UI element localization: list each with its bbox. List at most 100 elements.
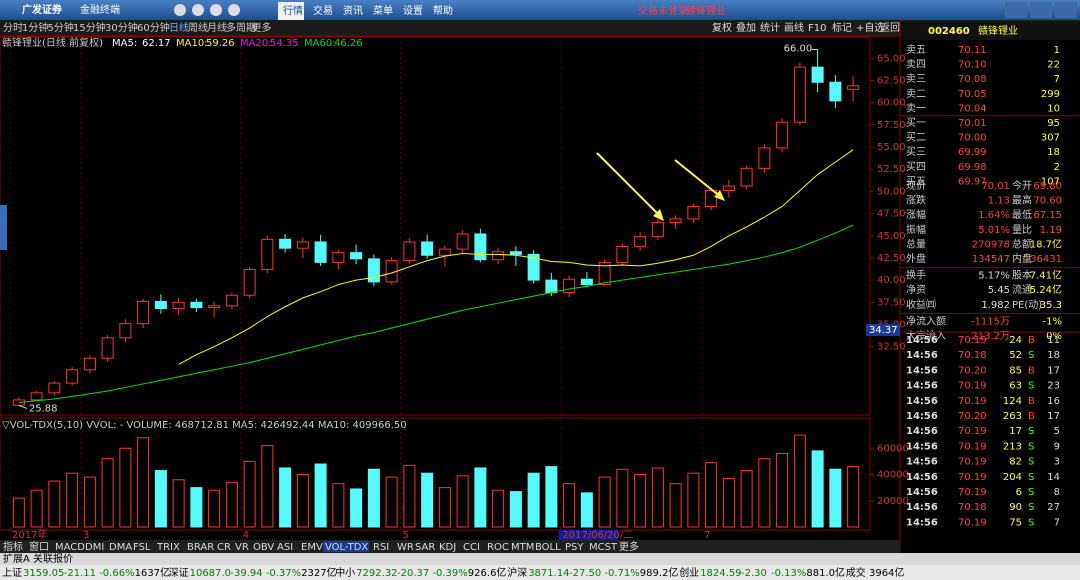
book-price: 70.10 (958, 60, 987, 71)
status-item: 10687.0 (190, 568, 231, 579)
tool-button[interactable]: 复权 (712, 21, 732, 34)
indicator-tab[interactable]: RSI (373, 542, 389, 553)
candle-body (634, 236, 647, 247)
trade-side: B (1028, 335, 1035, 346)
indicator-tab[interactable]: CCI (463, 542, 480, 553)
trade-price: 70.18 (958, 502, 987, 513)
indicator-tab[interactable]: MACD (55, 542, 85, 553)
trade-time: 14:56 (906, 335, 938, 346)
indicator-tab[interactable]: BRAR (187, 542, 214, 553)
volume-bar (492, 489, 505, 528)
indicator-tab[interactable]: BOLL (535, 542, 561, 553)
stat-label: 涨幅 (906, 208, 926, 221)
indicator-tab[interactable]: ASI (277, 542, 293, 553)
window-button[interactable] (1005, 2, 1027, 18)
book-label: 买一 (906, 117, 926, 129)
candle-body (740, 167, 753, 187)
menu-tab[interactable]: 资讯 (343, 5, 363, 17)
nav-button[interactable] (174, 4, 186, 16)
candle-body (101, 337, 114, 359)
book-price: 70.04 (958, 103, 987, 114)
nav-button[interactable] (192, 4, 204, 16)
candle-body (758, 147, 771, 169)
nav-button[interactable] (210, 4, 222, 16)
menu-tab[interactable]: 交易 (313, 4, 333, 17)
indicator-tab[interactable]: DMA (109, 542, 132, 553)
period-tab[interactable]: 分时 (3, 22, 23, 34)
y-tick-label: 37.50 (877, 297, 906, 308)
sub-tab[interactable]: 扩展A (3, 552, 30, 565)
window-button[interactable] (1030, 2, 1052, 18)
period-tab[interactable]: 周线 (188, 21, 208, 34)
book-volume: 2 (1054, 162, 1060, 173)
ma-value: 62.17 (142, 38, 171, 49)
indicator-tab[interactable]: PSY (565, 542, 584, 553)
menu-tab[interactable]: 设置 (403, 5, 423, 17)
book-label: 卖四 (906, 59, 926, 71)
sub-tab[interactable]: 关联报价 (33, 552, 73, 565)
volume-bar (101, 458, 114, 528)
ma-name: MA5: (112, 38, 137, 49)
indicator-tab[interactable]: CR (217, 542, 231, 553)
stat-value: 134547 (972, 254, 1010, 265)
status-item: -0.13% (771, 568, 806, 579)
tool-button[interactable]: 返回 (880, 22, 900, 34)
indicator-tab[interactable]: MCST (589, 542, 618, 553)
tool-button[interactable]: 画线 (784, 21, 804, 34)
status-item: -21.11 (64, 568, 96, 579)
y-tick-label: 45.00 (877, 231, 906, 242)
period-tab[interactable]: 1分钟 (22, 21, 48, 34)
y-tick-label: 65.00 (877, 53, 906, 64)
trade-volume: 124 (1003, 396, 1022, 407)
volume-bar (403, 464, 416, 528)
book-volume: 95 (1047, 118, 1060, 129)
indicator-tab[interactable]: 更多 (619, 540, 639, 553)
y-tick-label: 60.00 (877, 98, 906, 109)
menu-tab[interactable]: 行情 (283, 4, 303, 17)
trade-time: 14:56 (906, 411, 938, 422)
side-handle[interactable] (0, 205, 7, 250)
volume-bar (758, 458, 771, 528)
trade-count: 8 (1054, 487, 1060, 498)
indicator-tab[interactable]: SAR (415, 542, 435, 553)
arrow (674, 159, 723, 199)
indicator-tab[interactable]: ROC (487, 542, 509, 553)
period-tab[interactable]: 30分钟 (105, 21, 138, 34)
tool-button[interactable]: +自选 (856, 21, 884, 34)
tool-button[interactable]: F10 (808, 23, 826, 34)
status-item: -0.71% (604, 568, 639, 579)
menu-tab[interactable]: 帮助 (433, 4, 453, 17)
candle-body (829, 81, 842, 102)
candle-body (545, 279, 558, 294)
period-tab[interactable]: 多周期 (226, 21, 256, 34)
period-tab[interactable]: 更多 (252, 21, 272, 34)
indicator-tab[interactable]: VR (235, 542, 249, 553)
indicator-tab[interactable]: KDJ (439, 542, 456, 553)
tool-button[interactable]: 叠加 (736, 22, 756, 34)
y-tick-label: 42.50 (877, 253, 906, 264)
stat-label: PE(动) (1012, 299, 1042, 311)
period-tab[interactable]: 5分钟 (48, 21, 74, 34)
indicator-tab[interactable]: TRIX (156, 542, 180, 553)
nav-button[interactable] (228, 4, 240, 16)
indicator-tab[interactable]: 窗口 (29, 540, 49, 553)
indicator-tab[interactable]: 指标 (3, 540, 23, 553)
period-tab[interactable]: 60分钟 (137, 21, 170, 34)
indicator-tab[interactable]: DMI (85, 542, 104, 553)
menu-tab[interactable]: 菜单 (373, 5, 393, 17)
period-tab[interactable]: 月线 (207, 21, 227, 34)
indicator-tab[interactable]: OBV (253, 542, 274, 553)
indicator-tab[interactable]: VOL-TDX (325, 542, 368, 553)
period-tab[interactable]: 15分钟 (73, 21, 106, 34)
indicator-tab[interactable]: MTM (511, 542, 534, 553)
indicator-tab[interactable]: FSL (133, 542, 151, 553)
y-tick-label: 20000 (877, 496, 909, 507)
date-label: 7 (704, 530, 710, 541)
indicator-tab[interactable]: WR (397, 542, 414, 553)
window-button[interactable] (1055, 2, 1077, 18)
chart-title: 赣锋锂业(日线 前复权) (2, 36, 103, 49)
tool-button[interactable]: 标记 (832, 22, 852, 34)
tool-button[interactable]: 统计 (760, 21, 780, 34)
indicator-tab[interactable]: EMV (301, 542, 323, 553)
period-tab[interactable]: 日线 (169, 21, 189, 34)
